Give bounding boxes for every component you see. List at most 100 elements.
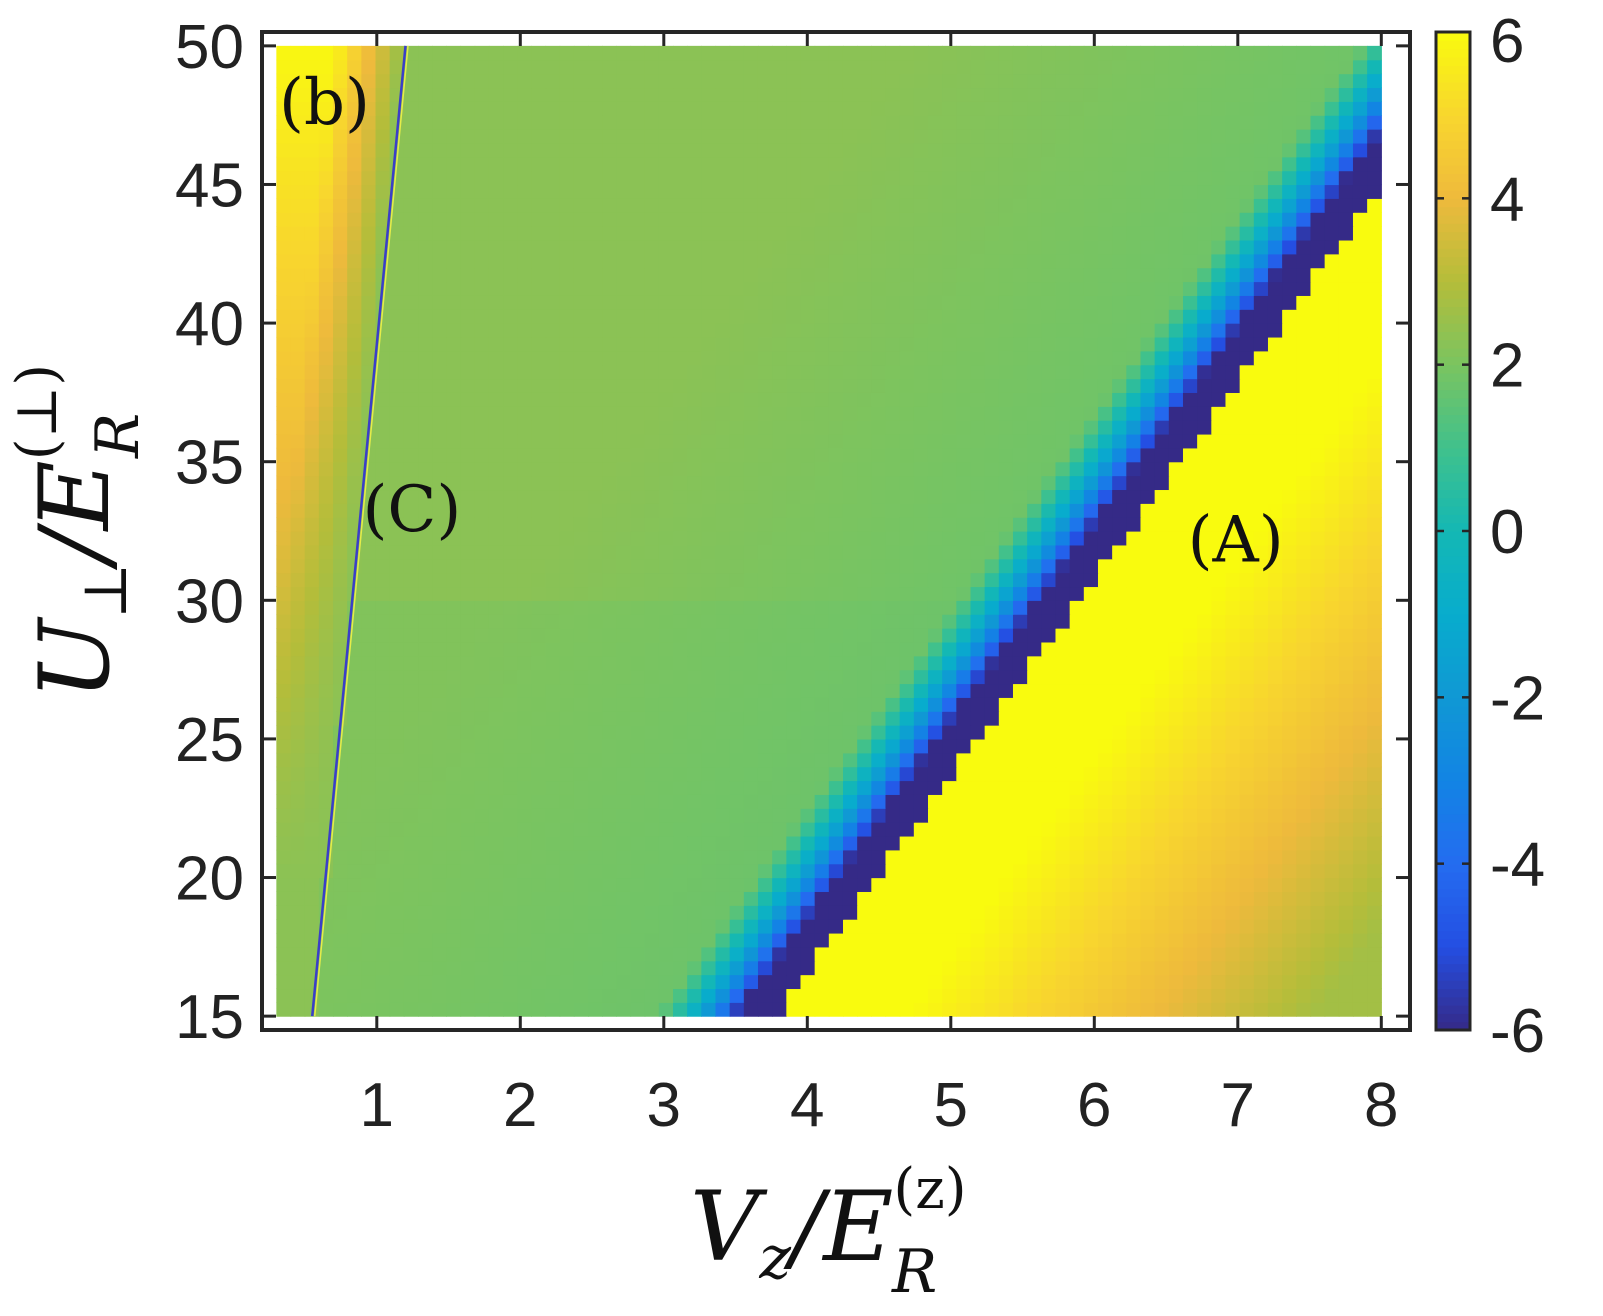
heatmap-cell bbox=[842, 725, 858, 740]
heatmap-cell bbox=[1239, 711, 1255, 726]
heatmap-cell bbox=[743, 669, 759, 685]
heatmap-cell bbox=[1140, 572, 1156, 588]
heatmap-cell bbox=[432, 572, 447, 588]
heatmap-cell bbox=[814, 669, 830, 685]
heatmap-cell bbox=[573, 323, 589, 338]
heatmap-cell bbox=[1041, 628, 1057, 643]
heatmap-cell bbox=[1310, 156, 1326, 172]
heatmap-cell bbox=[913, 794, 929, 809]
heatmap-cell bbox=[630, 142, 646, 158]
heatmap-cell bbox=[573, 198, 589, 213]
heatmap-cell bbox=[786, 808, 802, 823]
heatmap-cell bbox=[474, 503, 490, 518]
heatmap-cell bbox=[1041, 170, 1057, 186]
heatmap-cell bbox=[984, 517, 1000, 532]
heatmap-cell bbox=[857, 780, 872, 795]
heatmap-cell bbox=[757, 378, 773, 393]
heatmap-cell bbox=[545, 725, 561, 740]
heatmap-cell bbox=[1282, 475, 1297, 491]
heatmap-cell bbox=[673, 835, 688, 851]
heatmap-cell bbox=[1324, 655, 1340, 671]
heatmap-cell bbox=[602, 198, 617, 213]
heatmap-cell bbox=[828, 295, 844, 310]
heatmap-cell bbox=[1168, 697, 1184, 712]
heatmap-cell bbox=[729, 475, 745, 491]
heatmap-cell bbox=[474, 212, 490, 227]
heatmap-cell bbox=[616, 669, 632, 685]
heatmap-cell bbox=[687, 392, 702, 407]
heatmap-cell bbox=[1055, 198, 1071, 213]
heatmap-cell bbox=[318, 295, 334, 310]
heatmap-cell bbox=[970, 586, 986, 601]
heatmap-cell bbox=[800, 558, 816, 574]
heatmap-cell bbox=[1338, 184, 1354, 199]
heatmap-cell bbox=[517, 198, 532, 213]
heatmap-cell bbox=[842, 988, 858, 1003]
heatmap-cell bbox=[984, 253, 1000, 269]
heatmap-cell bbox=[588, 281, 603, 296]
heatmap-cell bbox=[1367, 447, 1382, 463]
heatmap-cell bbox=[1310, 891, 1326, 906]
heatmap-cell bbox=[927, 725, 943, 740]
heatmap-cell bbox=[432, 628, 447, 643]
heatmap-cell bbox=[956, 725, 972, 740]
heatmap-cell bbox=[644, 475, 660, 491]
heatmap-cell bbox=[573, 628, 589, 643]
heatmap-cell bbox=[460, 725, 476, 740]
heatmap-cell bbox=[616, 946, 632, 962]
heatmap-cell bbox=[290, 752, 306, 768]
heatmap-cell bbox=[1112, 503, 1127, 518]
heatmap-cell bbox=[1027, 794, 1042, 809]
heatmap-cell bbox=[956, 378, 972, 393]
heatmap-cell bbox=[1253, 586, 1269, 601]
heatmap-cell bbox=[1112, 946, 1127, 962]
heatmap-cell bbox=[814, 628, 830, 643]
heatmap-cell bbox=[1282, 655, 1297, 671]
heatmap-cell bbox=[290, 960, 306, 976]
heatmap-cell bbox=[1097, 336, 1113, 352]
heatmap-cell bbox=[970, 641, 986, 657]
heatmap-cell bbox=[559, 960, 575, 976]
heatmap-cell bbox=[1154, 378, 1170, 393]
heatmap-cell bbox=[800, 142, 816, 158]
heatmap-cell bbox=[1027, 489, 1042, 504]
heatmap-cell bbox=[389, 531, 405, 546]
heatmap-cell bbox=[418, 572, 433, 588]
heatmap-cell bbox=[1367, 406, 1382, 421]
heatmap-cell bbox=[1239, 350, 1255, 366]
heatmap-cell bbox=[885, 614, 901, 629]
heatmap-cell bbox=[1168, 1002, 1184, 1017]
heatmap-cell bbox=[772, 586, 787, 601]
heatmap-cell bbox=[658, 628, 674, 643]
heatmap-cell bbox=[347, 475, 362, 491]
heatmap-cell bbox=[1168, 822, 1184, 837]
heatmap-cell bbox=[602, 281, 617, 296]
heatmap-cell bbox=[814, 974, 830, 990]
heatmap-cell bbox=[1267, 267, 1283, 283]
heatmap-cell bbox=[729, 531, 745, 546]
heatmap-cell bbox=[616, 170, 632, 186]
heatmap-cell bbox=[644, 849, 660, 865]
heatmap-cell bbox=[1310, 281, 1326, 296]
heatmap-cell bbox=[1352, 808, 1368, 823]
heatmap-cell bbox=[1027, 835, 1042, 851]
heatmap-cell bbox=[1352, 822, 1368, 837]
heatmap-cell bbox=[743, 253, 759, 269]
heatmap-cell bbox=[1267, 364, 1283, 380]
heatmap-cell bbox=[1197, 683, 1212, 698]
heatmap-cell bbox=[503, 544, 518, 560]
heatmap-cell bbox=[970, 835, 986, 851]
heatmap-cell bbox=[857, 600, 872, 615]
heatmap-cell bbox=[743, 960, 759, 976]
heatmap-cell bbox=[1225, 960, 1241, 976]
heatmap-cell bbox=[1027, 198, 1042, 213]
heatmap-cell bbox=[1211, 336, 1227, 352]
heatmap-cell bbox=[545, 600, 561, 615]
heatmap-cell bbox=[1310, 531, 1326, 546]
heatmap-cell bbox=[1126, 600, 1142, 615]
heatmap-cell bbox=[800, 725, 816, 740]
heatmap-cell bbox=[290, 780, 306, 795]
heatmap-cell bbox=[757, 420, 773, 435]
heatmap-cell bbox=[814, 725, 830, 740]
heatmap-cell bbox=[1324, 517, 1340, 532]
